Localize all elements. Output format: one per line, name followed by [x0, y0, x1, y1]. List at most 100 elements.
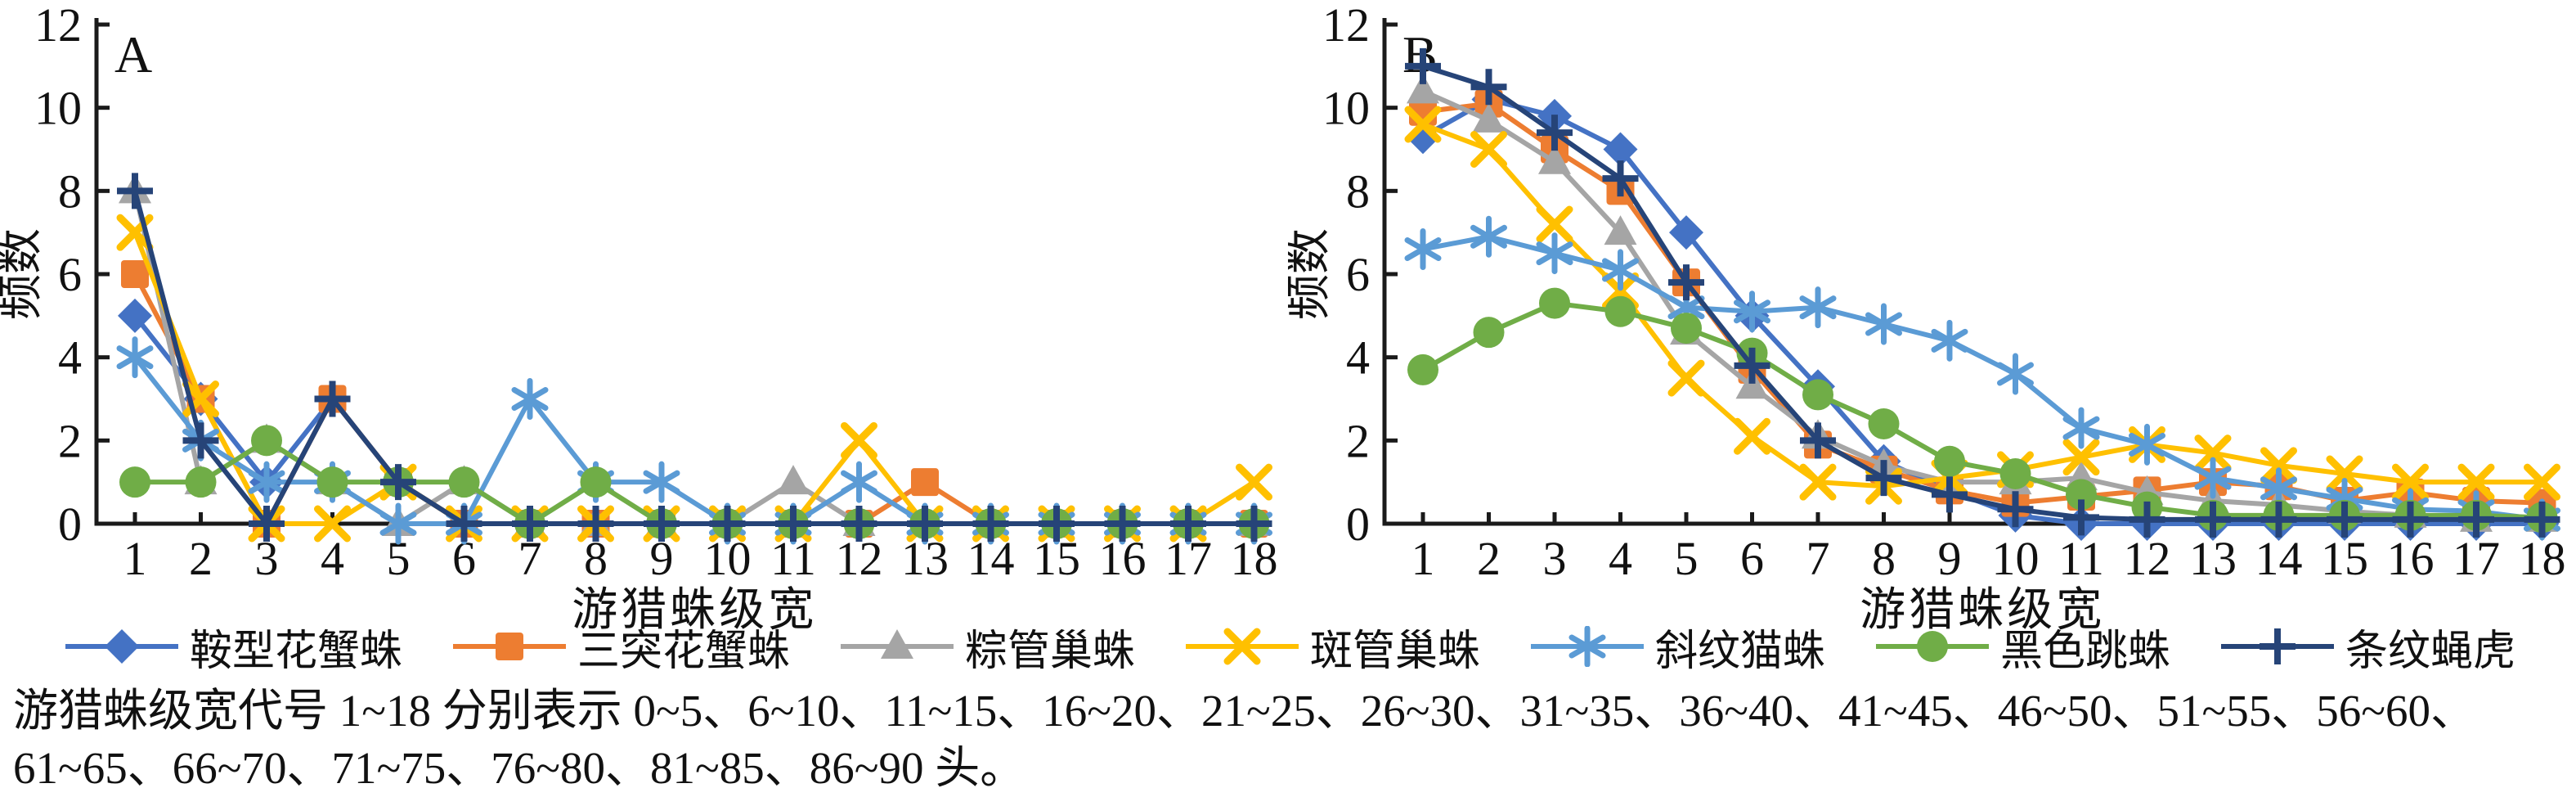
x-tick-label: 8 [1872, 532, 1896, 585]
circle-marker [251, 425, 282, 457]
plus-marker [644, 506, 680, 542]
triangle-marker [880, 629, 913, 659]
series-line [132, 272, 1254, 526]
plus-marker [1537, 115, 1573, 151]
asterisk-marker [1470, 215, 1507, 258]
plus-marker [2063, 499, 2099, 536]
series-line [132, 355, 1254, 526]
triangle-marker [1472, 102, 1506, 133]
diamond-marker [1669, 215, 1703, 250]
circle-marker [1407, 353, 1438, 385]
legend-item: 鞍型花蟹蛛 [61, 616, 402, 678]
plus-marker [2458, 501, 2494, 538]
plus-marker [446, 506, 482, 542]
y-tick-label: 6 [58, 248, 82, 301]
circle-marker [1868, 408, 1900, 439]
circle-marker [316, 466, 348, 498]
x-tick-label: 1 [123, 532, 147, 585]
plus-marker [841, 506, 877, 542]
x-marker [314, 505, 351, 543]
triangle-marker [777, 465, 810, 495]
x-tick-label: 7 [1806, 532, 1830, 585]
asterisk-marker [1602, 249, 1639, 291]
legend-label: 条纹蝇虎 [2345, 628, 2516, 675]
series-line [1422, 234, 2542, 522]
circle-marker [580, 466, 612, 498]
x-marker [1667, 359, 1705, 397]
legend-label: 三突花蟹蛛 [577, 628, 790, 675]
chart-panel-a: 0 2 4 6 8 10 12 1 2 3 4 5 6 7 8 9 10 11 12 13 14 15 16 17 18 频数 游猎… [0, 0, 1288, 636]
plus-marker [314, 380, 351, 417]
x-marker [1223, 628, 1261, 665]
plus-marker [1932, 476, 1968, 513]
legend-key-asterisk [1531, 626, 1644, 667]
x-marker [1470, 131, 1507, 168]
panel-label: A [114, 25, 152, 83]
plus-marker [2260, 501, 2297, 538]
triangle-marker [1604, 215, 1637, 245]
y-axis-label: 频数 [1288, 228, 1335, 320]
x-tick-label: 4 [321, 532, 344, 585]
plus-marker [1039, 506, 1075, 542]
series-line [132, 190, 1254, 526]
y-tick-label: 12 [1322, 0, 1370, 52]
square-marker [911, 468, 939, 497]
plus-marker [1997, 491, 2034, 528]
series-line [1421, 122, 2542, 489]
circle-marker [1671, 313, 1702, 344]
series-2 [121, 260, 1268, 538]
asterisk-marker [1997, 353, 2034, 395]
asterisk-marker [1865, 303, 1902, 345]
x-tick-label: 2 [189, 532, 213, 585]
asterisk-marker [2062, 407, 2100, 449]
legend-label: 鞍型花蟹蛛 [189, 628, 402, 675]
asterisk-marker [643, 461, 680, 503]
plus-marker [1668, 264, 1704, 301]
legend-key-diamond [65, 629, 178, 664]
plus-marker [2524, 501, 2560, 538]
plus-marker [1734, 347, 1770, 384]
series-line [1421, 300, 2542, 520]
plus-marker [1865, 460, 1902, 497]
triangle-marker [1538, 144, 1571, 174]
series-line [132, 313, 1254, 526]
y-tick-label: 2 [58, 414, 82, 467]
asterisk-marker [248, 461, 285, 503]
caption-line-1: 游猎蛛级宽代号 1~18 分别表示 0~5、6~10、11~15、16~20、2… [13, 686, 2476, 736]
caption: 游猎蛛级宽代号 1~18 分别表示 0~5、6~10、11~15、16~20、2… [0, 669, 2576, 788]
plus-marker [249, 506, 285, 542]
x-marker [1236, 463, 1272, 501]
x-marker [2194, 435, 2232, 472]
legend-item: 斑管巢蛛 [1181, 616, 1480, 678]
legend: 鞍型花蟹蛛 三突花蟹蛛 粽管巢蛛 斑管巢蛛 斜纹猫蛛 黑色跳蛛 条纹蝇虎 [0, 624, 2576, 675]
legend-item: 粽管巢蛛 [836, 616, 1135, 678]
circle-marker [1934, 445, 1965, 477]
plus-marker [512, 506, 548, 542]
plus-marker [2260, 628, 2296, 664]
x-tick-label: 4 [1609, 532, 1632, 585]
plus-marker [2392, 501, 2429, 538]
circle-marker [119, 466, 150, 498]
y-tick-label: 6 [1346, 248, 1370, 301]
x-tick-label: 6 [1740, 532, 1764, 585]
y-tick-label: 0 [58, 498, 82, 551]
legend-key-xmark [1185, 628, 1299, 665]
asterisk-marker [1568, 626, 1606, 667]
circle-marker [1604, 295, 1636, 327]
asterisk-marker [1734, 290, 1770, 333]
legend-label: 黑色跳蛛 [2000, 628, 2171, 675]
y-tick-label: 2 [1346, 414, 1370, 467]
x-marker [2457, 463, 2495, 501]
plus-marker [709, 506, 746, 542]
x-marker [1536, 205, 1573, 243]
legend-label: 斑管巢蛛 [1309, 628, 1480, 675]
x-tick-label: 2 [1477, 532, 1501, 585]
x-marker [1404, 106, 1442, 143]
x-axis-label: 游猎蛛级宽 [572, 585, 817, 630]
y-tick-label: 4 [58, 331, 82, 385]
circle-marker [2066, 479, 2097, 511]
plus-marker [2327, 501, 2363, 538]
circle-marker [1999, 458, 2031, 489]
asterisk-marker [2194, 457, 2232, 499]
